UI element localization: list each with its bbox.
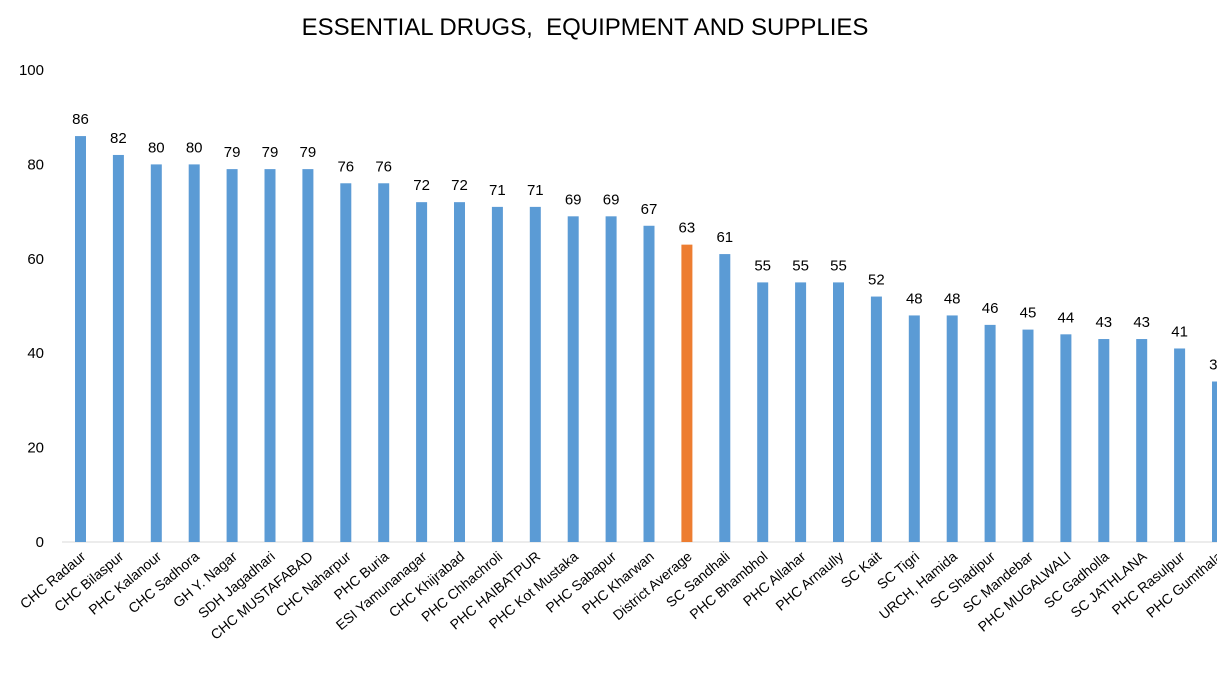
data-label: 34 [1209,357,1217,374]
data-label: 80 [148,139,165,156]
data-labels: 86 82 80 80 79 79 79 76 76 72 72 71 71 69 69 67 63 61 55 55… [72,111,1217,373]
data-label: 55 [792,257,809,274]
data-label: 76 [375,158,392,175]
bar [1136,339,1148,542]
data-label: 63 [679,220,696,237]
data-label: 79 [300,144,317,161]
data-label: 46 [982,300,999,317]
data-label: 43 [1095,314,1112,331]
y-tick-label: 20 [27,440,44,457]
bar-series [75,136,1217,542]
data-label: 55 [830,257,847,274]
data-label: 76 [337,158,354,175]
bar [567,216,579,542]
data-label: 48 [944,290,961,307]
data-label: 44 [1058,309,1075,326]
data-label: 79 [224,144,241,161]
data-label: 71 [489,182,506,199]
bar [870,296,882,542]
bar [264,169,276,542]
data-label: 72 [413,177,430,194]
bar [757,282,769,542]
data-label: 86 [72,111,89,128]
data-label: 48 [906,290,923,307]
bar [226,169,238,542]
bar [1212,381,1217,542]
data-label: 52 [868,272,885,289]
bar [302,169,314,542]
data-label: 45 [1020,305,1037,322]
bar [908,315,920,542]
y-tick-label: 60 [27,251,44,268]
y-axis: 0 20 40 60 80 100 [19,62,44,551]
bar [75,136,86,542]
bar [454,202,465,542]
bar [681,244,693,542]
bar [491,206,503,542]
bar [150,164,162,542]
bar [795,282,807,542]
chart-title: ESSENTIAL DRUGS, EQUIPMENT AND SUPPLIES [301,14,869,41]
bar [1174,348,1186,542]
bar [605,216,617,542]
data-label: 69 [603,191,620,208]
bar [946,315,958,542]
bar [529,206,541,542]
bar [984,324,996,542]
bar [112,154,124,542]
data-label: 82 [110,130,127,147]
bar [643,225,655,542]
data-label: 43 [1133,314,1150,331]
y-tick-label: 100 [19,62,44,79]
bar [378,183,390,542]
data-label: 71 [527,182,544,199]
y-tick-label: 0 [36,534,44,551]
data-label: 55 [754,257,771,274]
bar [188,164,200,542]
y-tick-label: 80 [27,156,44,173]
data-label: 72 [451,177,468,194]
y-tick-label: 40 [27,345,44,362]
bar [719,254,731,542]
bar [340,183,352,542]
bar [1022,329,1034,542]
data-label: 80 [186,139,203,156]
bar [833,282,844,542]
bar [1060,334,1072,542]
data-label: 67 [641,201,658,218]
bar [1098,339,1110,542]
data-label: 41 [1171,323,1188,340]
bar [416,202,428,542]
data-label: 79 [262,144,279,161]
data-label: 61 [716,229,733,246]
data-label: 69 [565,191,582,208]
